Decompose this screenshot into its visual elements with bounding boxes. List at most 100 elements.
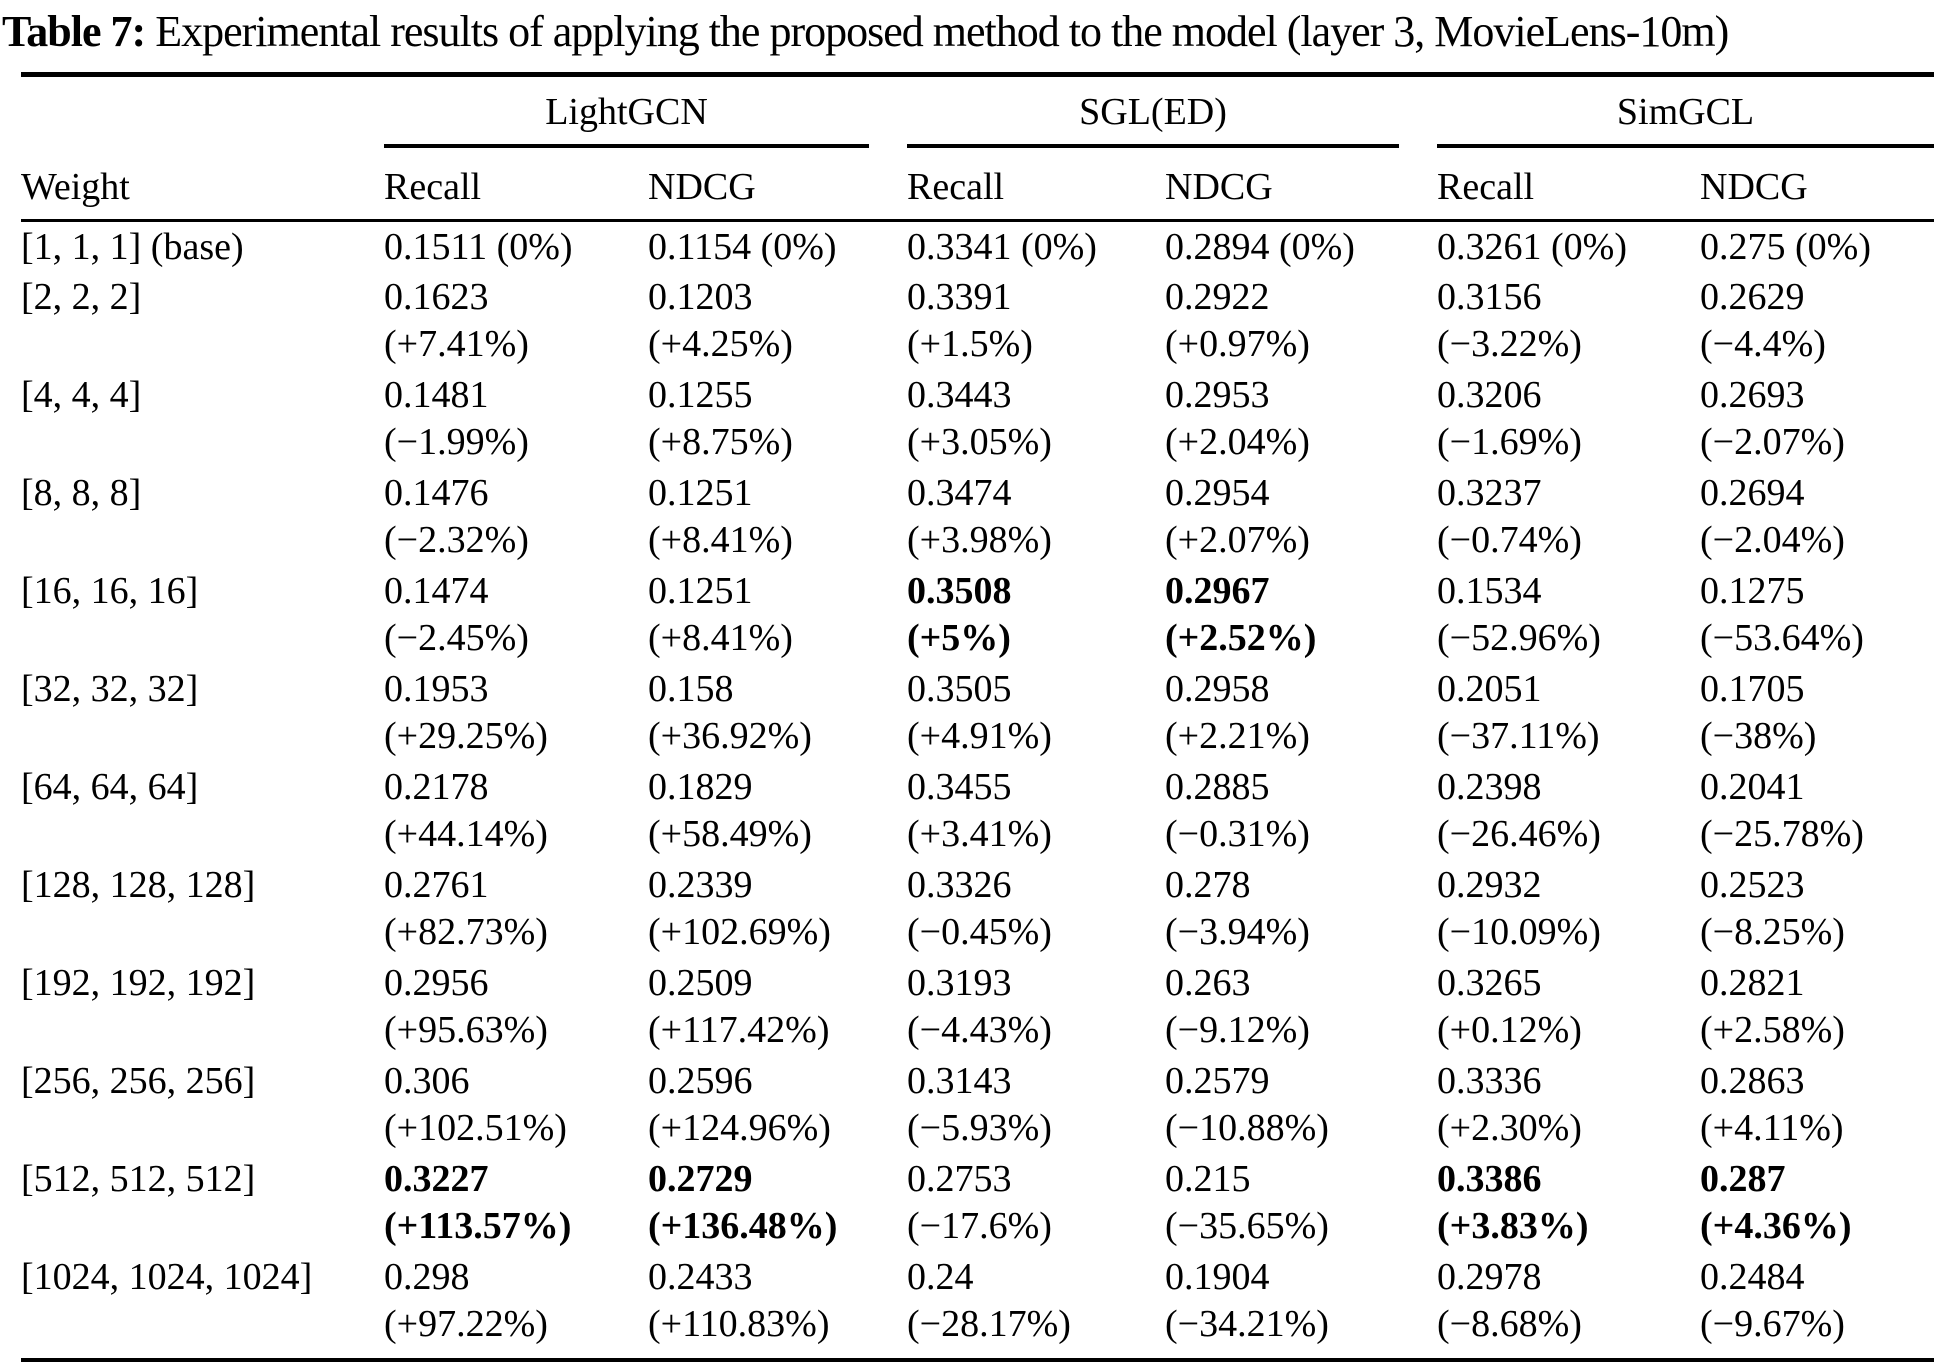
- weight-label: [512, 512, 512]: [21, 1158, 256, 1200]
- metric-change: (+8.41%): [648, 519, 793, 561]
- metric-cell: 0.3261 (0%): [1437, 221, 1700, 273]
- metric-value: 0.158: [648, 668, 734, 710]
- metric-change: (−4.43%): [907, 1009, 1052, 1051]
- metric-cell: 0.2339 (+102.69%): [648, 860, 907, 958]
- weight-cell: [32, 32, 32]: [21, 664, 384, 762]
- metric-value: 0.2596: [648, 1060, 753, 1102]
- metric-change: (−25.78%): [1700, 813, 1864, 855]
- metric-value: 0.1904: [1165, 1256, 1270, 1298]
- metric-change: (+0.97%): [1165, 323, 1310, 365]
- metric-value: 0.2694: [1700, 472, 1805, 514]
- metric-change: (+1.5%): [907, 323, 1033, 365]
- metric-cell: 0.2932 (−10.09%): [1437, 860, 1700, 958]
- metric-cell: 0.3505 (+4.91%): [907, 664, 1165, 762]
- weight-cell: [1, 1, 1] (base): [21, 221, 384, 273]
- column-header-row: Weight Recall NDCG Recall NDCG Recall ND…: [21, 148, 1935, 222]
- metric-change: (−0.74%): [1437, 519, 1582, 561]
- metric-value: 0.3341 (0%): [907, 226, 1097, 268]
- weight-cell: [64, 64, 64]: [21, 762, 384, 860]
- metric-cell: 0.2509 (+117.42%): [648, 958, 907, 1056]
- metric-change: (+3.41%): [907, 813, 1052, 855]
- metric-value: 0.3193: [907, 962, 1012, 1004]
- metric-cell: 0.3193 (−4.43%): [907, 958, 1165, 1056]
- metric-value: 0.2398: [1437, 766, 1542, 808]
- metric-cell: 0.3386 (+3.83%): [1437, 1154, 1700, 1252]
- weight-label: [64, 64, 64]: [21, 766, 199, 808]
- metric-cell: 0.2729 (+136.48%): [648, 1154, 907, 1252]
- col-header-ndcg-lightgcn: NDCG: [648, 148, 907, 222]
- weight-cell: [512, 512, 512]: [21, 1154, 384, 1252]
- metric-cell: 0.2398 (−26.46%): [1437, 762, 1700, 860]
- metric-cell: 0.2753 (−17.6%): [907, 1154, 1165, 1252]
- metric-cell: 0.3391 (+1.5%): [907, 272, 1165, 370]
- metric-cell: 0.2484 (−9.67%): [1700, 1252, 1935, 1362]
- metric-change: (+97.22%): [384, 1303, 548, 1345]
- metric-change: (+2.52%): [1165, 617, 1317, 659]
- metric-value: 0.287: [1700, 1158, 1786, 1200]
- metric-value: 0.3237: [1437, 472, 1542, 514]
- metric-value: 0.2894 (0%): [1165, 226, 1355, 268]
- metric-value: 0.2821: [1700, 962, 1805, 1004]
- metric-cell: 0.1251 (+8.41%): [648, 566, 907, 664]
- metric-value: 0.3265: [1437, 962, 1542, 1004]
- metric-cell: 0.3455 (+3.41%): [907, 762, 1165, 860]
- metric-cell: 0.278 (−3.94%): [1165, 860, 1437, 958]
- metric-cell: 0.287 (+4.36%): [1700, 1154, 1934, 1252]
- metric-change: (+4.36%): [1700, 1205, 1852, 1247]
- metric-value: 0.2339: [648, 864, 753, 906]
- metric-value: 0.3261 (0%): [1437, 226, 1627, 268]
- weight-cell: [192, 192, 192]: [21, 958, 384, 1056]
- table-row: [32, 32, 32] 0.1953 (+29.25%) 0.158 (+36.9…: [21, 664, 1934, 762]
- group-header-sgled: SGL(ED): [907, 75, 1437, 148]
- metric-change: (−34.21%): [1165, 1303, 1329, 1345]
- metric-cell: 0.1623 (+7.41%): [384, 272, 648, 370]
- metric-change: (−17.6%): [907, 1205, 1052, 1247]
- metric-value: 0.2978: [1437, 1256, 1542, 1298]
- metric-change: (−2.45%): [384, 617, 529, 659]
- metric-change: (+44.14%): [384, 813, 548, 855]
- metric-cell: 0.1829 (+58.49%): [648, 762, 907, 860]
- metric-cell: 0.3143 (−5.93%): [907, 1056, 1165, 1154]
- metric-cell: 0.1203 (+4.25%): [648, 272, 907, 370]
- metric-cell: 0.1904 (−34.21%): [1165, 1252, 1438, 1362]
- metric-change: (−8.25%): [1700, 911, 1845, 953]
- metric-value: 0.2958: [1165, 668, 1270, 710]
- metric-change: (−0.45%): [907, 911, 1052, 953]
- metric-cell: 0.215 (−35.65%): [1165, 1154, 1437, 1252]
- metric-change: (+3.05%): [907, 421, 1052, 463]
- metric-cell: 0.2956 (+95.63%): [384, 958, 648, 1056]
- metric-cell: 0.3156 (−3.22%): [1437, 272, 1700, 370]
- metric-cell: 0.1476 (−2.32%): [384, 468, 648, 566]
- metric-cell: 0.1154 (0%): [648, 221, 907, 273]
- metric-value: 0.1251: [648, 472, 753, 514]
- metric-value: 0.1534: [1437, 570, 1542, 612]
- metric-change: (+2.30%): [1437, 1107, 1582, 1149]
- metric-change: (+2.04%): [1165, 421, 1310, 463]
- metric-cell: 0.2523 (−8.25%): [1700, 860, 1934, 958]
- metric-value: 0.2484: [1700, 1256, 1805, 1298]
- weight-label: [1, 1, 1] (base): [21, 226, 244, 268]
- metric-change: (−2.32%): [384, 519, 529, 561]
- weight-label: [256, 256, 256]: [21, 1060, 256, 1102]
- metric-value: 0.298: [384, 1256, 470, 1298]
- metric-value: 0.3326: [907, 864, 1012, 906]
- metric-cell: 0.2922 (+0.97%): [1165, 272, 1437, 370]
- metric-change: (−3.22%): [1437, 323, 1582, 365]
- metric-change: (+4.91%): [907, 715, 1052, 757]
- col-header-recall-simgcl: Recall: [1437, 148, 1701, 222]
- metric-change: (+136.48%): [648, 1205, 838, 1247]
- table-row: [16, 16, 16] 0.1474 (−2.45%) 0.1251 (+8.41…: [21, 566, 1934, 664]
- metric-cell: 0.24 (−28.17%): [907, 1252, 1165, 1362]
- metric-value: 0.1255: [648, 374, 753, 416]
- metric-cell: 0.3336 (+2.30%): [1437, 1056, 1700, 1154]
- metric-cell: 0.1275 (−53.64%): [1700, 566, 1934, 664]
- metric-change: (+110.83%): [648, 1303, 830, 1345]
- metric-value: 0.1511 (0%): [384, 226, 573, 268]
- metric-change: (−10.09%): [1437, 911, 1601, 953]
- metric-cell: 0.2629 (−4.4%): [1700, 272, 1934, 370]
- weight-label: [4, 4, 4]: [21, 374, 142, 416]
- metric-value: 0.3455: [907, 766, 1012, 808]
- table-caption: Table 7: Experimental results of applyin…: [0, 0, 1954, 60]
- metric-change: (−3.94%): [1165, 911, 1310, 953]
- group-header-spacer: [21, 75, 384, 149]
